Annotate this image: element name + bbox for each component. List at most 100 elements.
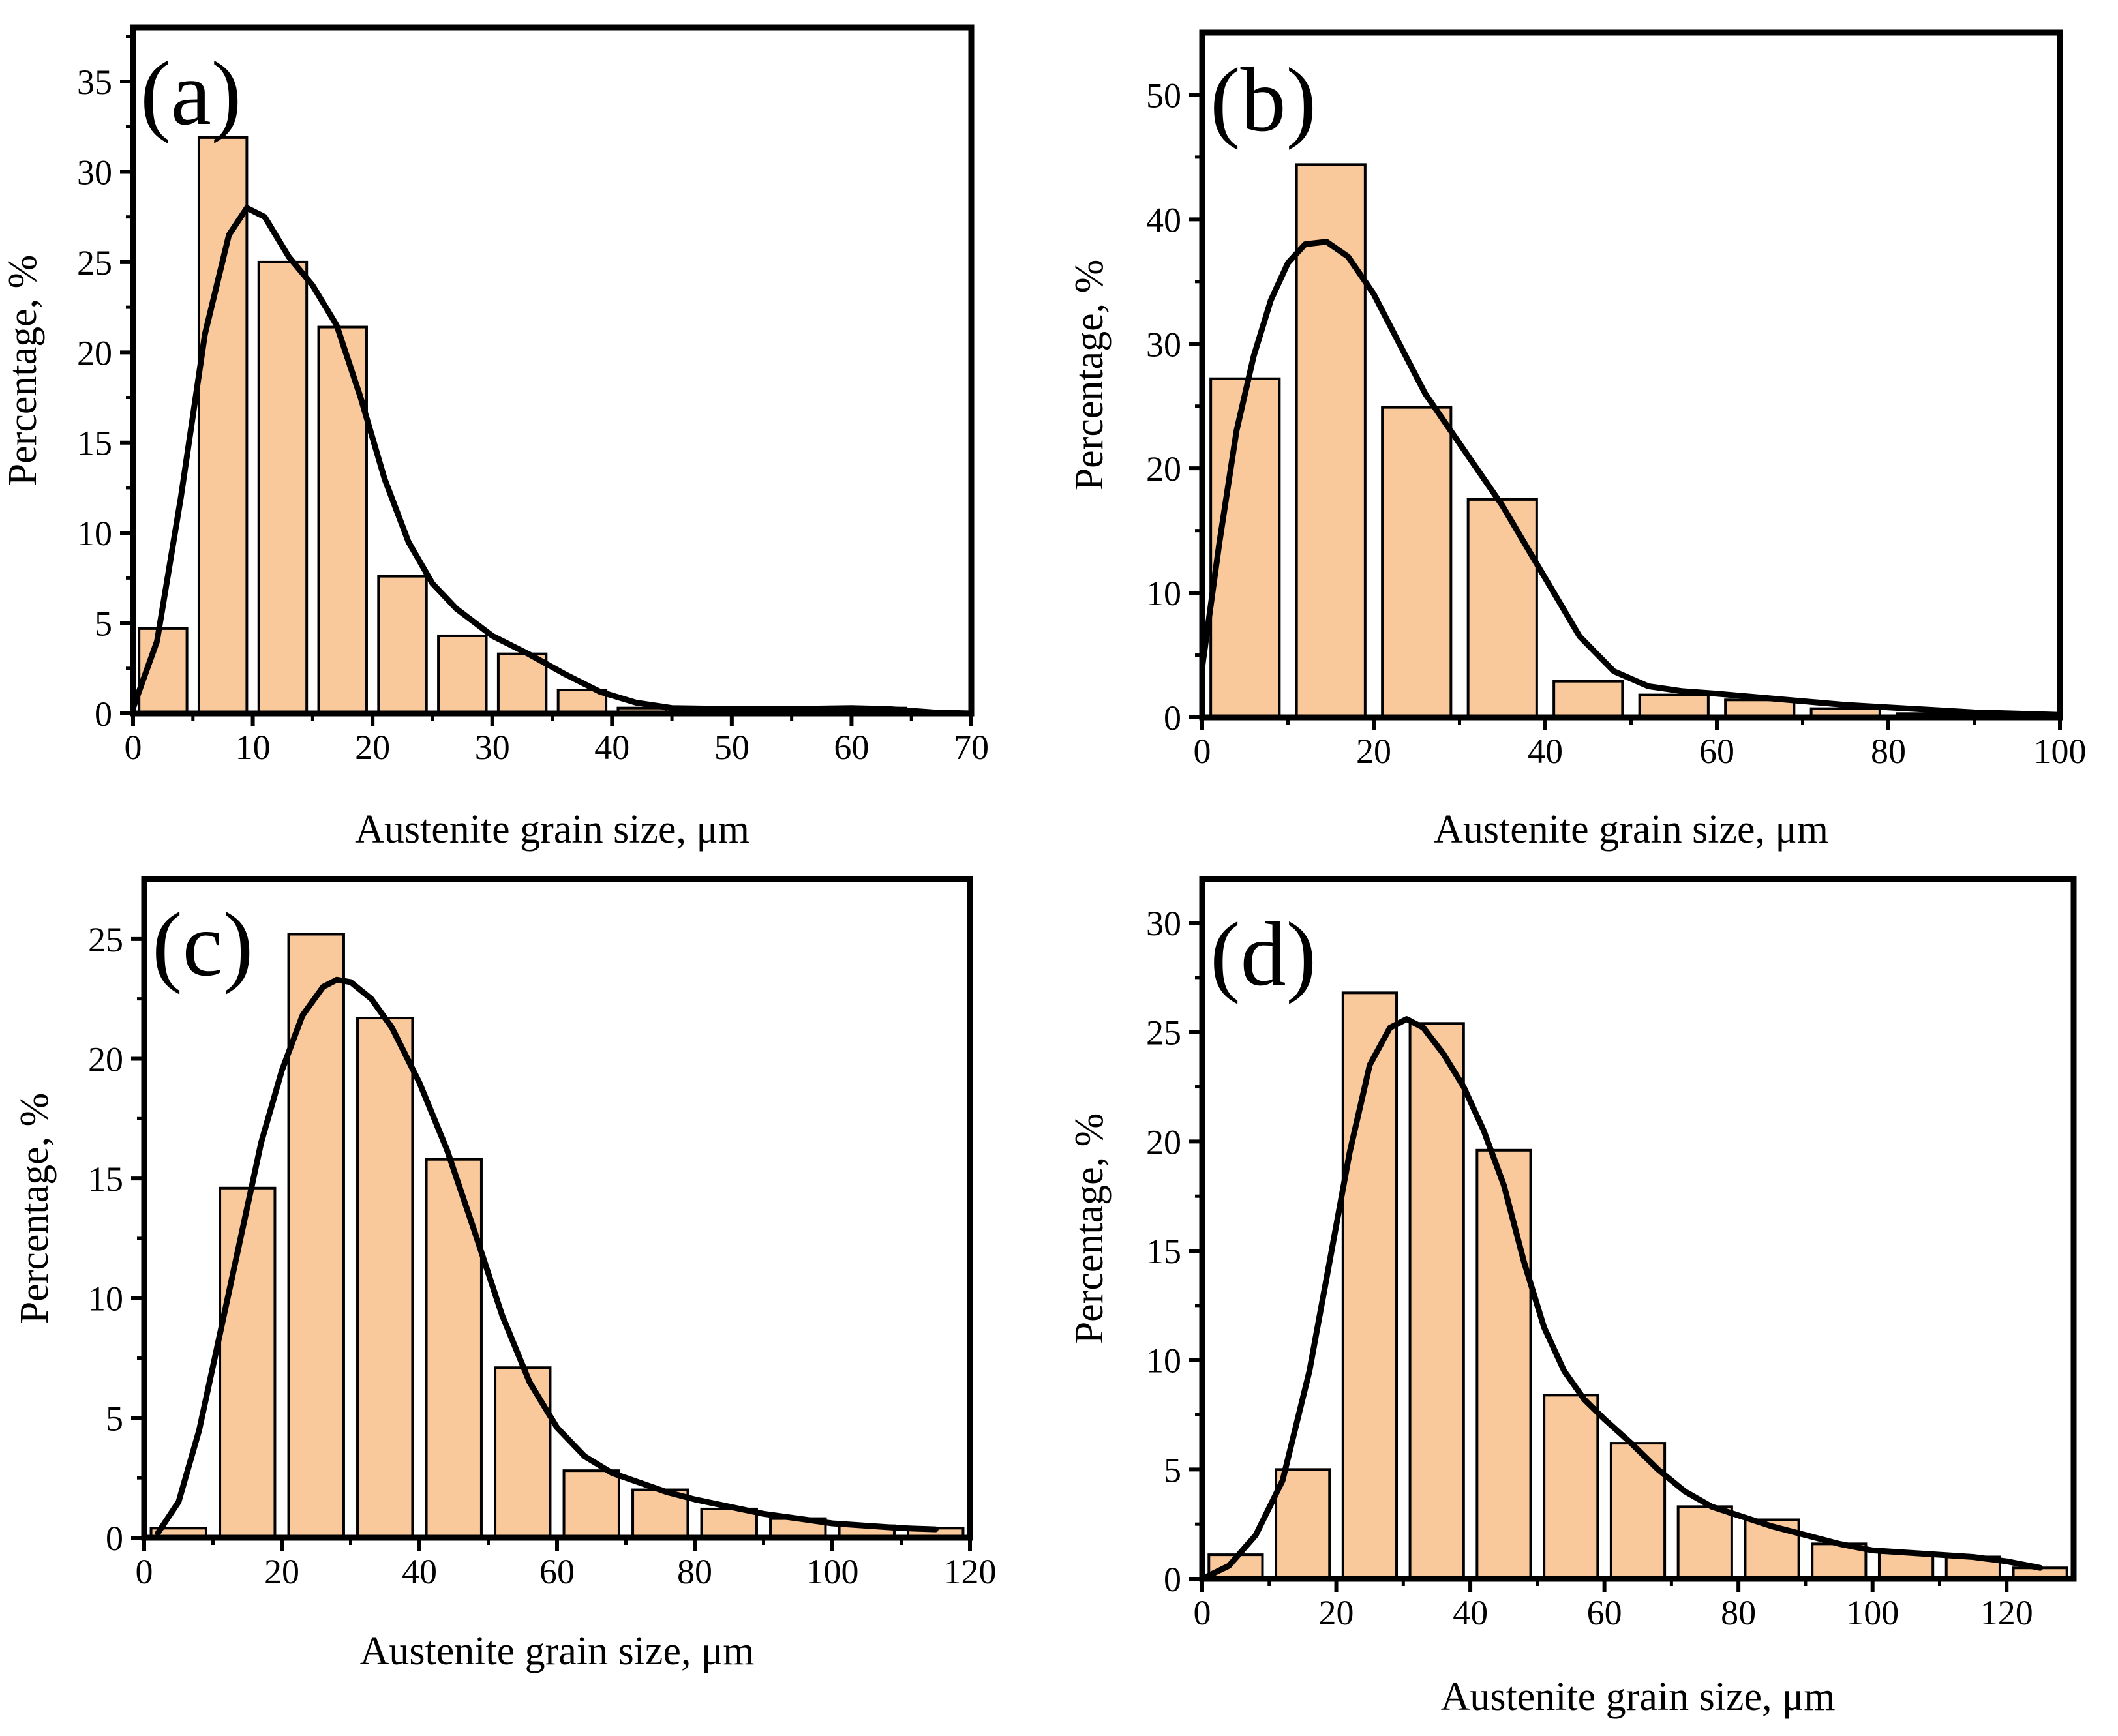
y-tick-label: 10 <box>1146 1341 1181 1381</box>
x-tick-label: 0 <box>1194 732 1211 771</box>
y-tick-label: 30 <box>77 153 112 192</box>
y-tick-label: 0 <box>95 695 112 734</box>
x-tick-label: 120 <box>944 1552 997 1591</box>
histogram-bar <box>1381 406 1453 719</box>
x-tick-label: 20 <box>264 1552 299 1591</box>
panel-label: (d) <box>1210 904 1316 1005</box>
y-tick-label: 10 <box>77 514 112 553</box>
x-tick-label: 40 <box>1528 732 1563 771</box>
y-tick-label: 15 <box>1146 1232 1181 1271</box>
histogram-bar <box>1552 680 1624 719</box>
x-tick-label: 60 <box>1699 732 1734 771</box>
x-tick-label: 70 <box>954 728 989 767</box>
y-tick-label: 0 <box>106 1519 123 1558</box>
y-tick-label: 5 <box>95 605 112 644</box>
histogram-bar <box>1944 1555 2001 1580</box>
histogram-bar <box>1609 1442 1667 1580</box>
histogram-bar <box>257 260 309 715</box>
chart-panel-c: 0 20 40 60 80 100 120 0 5 10 15 20 25 Austenite grain… <box>12 876 997 1673</box>
y-tick-label: 25 <box>1146 1013 1181 1053</box>
histogram-bar <box>496 652 548 715</box>
histogram-bar <box>1676 1505 1733 1581</box>
x-axis-label: Austenite grain size, μm <box>1441 1675 1836 1719</box>
histogram-bar <box>494 1366 552 1539</box>
x-tick-label: 10 <box>235 728 271 767</box>
x-tick-label: 80 <box>1871 732 1906 771</box>
x-tick-label: 30 <box>475 728 510 767</box>
x-tick-label: 20 <box>1319 1593 1354 1632</box>
x-tick-label: 40 <box>402 1552 437 1591</box>
x-tick-label: 0 <box>125 728 142 767</box>
y-axis-label: Percentage, % <box>1067 1113 1112 1345</box>
x-tick-label: 50 <box>714 728 749 767</box>
x-tick-label: 120 <box>1980 1593 2033 1632</box>
y-tick-label: 20 <box>1146 1122 1181 1161</box>
chart-panel-d: 0 20 40 60 80 100 120 0 5 10 15 20 25 30 Austenite gra… <box>1067 876 2077 1719</box>
panel-label: (c) <box>152 894 253 995</box>
chart-panel-b: 0 20 40 60 80 100 0 10 20 30 40 50 Austenite grain s… <box>1067 29 2087 852</box>
fit-curve <box>1199 1016 2044 1582</box>
histogram-bar <box>425 1158 483 1539</box>
histogram-bar <box>377 575 428 715</box>
y-tick-label: 20 <box>88 1040 123 1079</box>
y-tick-label: 10 <box>1146 574 1181 613</box>
chart-panel-a: 0 10 20 30 40 50 60 70 0 5 10 15 20 25 30 35 Austenite g… <box>1 24 989 852</box>
y-tick-label: 10 <box>88 1280 123 1319</box>
x-tick-label: 40 <box>1453 1593 1488 1632</box>
y-tick-label: 30 <box>1146 904 1181 943</box>
y-tick-label: 0 <box>1164 698 1181 738</box>
x-tick-label: 0 <box>136 1552 153 1591</box>
y-axis-label: Percentage, % <box>1067 260 1112 491</box>
histogram-bar <box>1341 991 1399 1581</box>
y-axis-label: Percentage, % <box>12 1093 57 1324</box>
x-tick-label: 100 <box>806 1552 859 1591</box>
histogram-bar <box>1209 377 1281 719</box>
histogram-bar <box>1408 1022 1465 1580</box>
y-tick-label: 20 <box>77 333 112 372</box>
x-axis-label: Austenite grain size, μm <box>1434 807 1828 852</box>
fit-curve <box>155 976 939 1536</box>
y-tick-label: 15 <box>88 1160 123 1199</box>
x-axis-label: Austenite grain size, μm <box>355 807 749 852</box>
x-tick-label: 100 <box>1846 1593 1899 1632</box>
y-axis-label: Percentage, % <box>1 255 45 486</box>
x-tick-label: 20 <box>355 728 390 767</box>
y-tick-label: 20 <box>1146 449 1181 488</box>
x-axis-label: Austenite grain size, μm <box>360 1629 755 1673</box>
x-tick-label: 40 <box>594 728 629 767</box>
x-tick-label: 60 <box>539 1552 575 1591</box>
x-tick-label: 0 <box>1194 1593 1211 1632</box>
x-tick-label: 60 <box>1587 1593 1622 1632</box>
histogram-bar <box>1543 1394 1599 1580</box>
x-tick-label: 80 <box>677 1552 712 1591</box>
y-tick-label: 0 <box>1164 1560 1181 1599</box>
fit-curve <box>130 205 975 717</box>
y-tick-label: 15 <box>77 424 112 463</box>
x-tick-label: 80 <box>1721 1593 1756 1632</box>
y-tick-label: 35 <box>77 63 112 102</box>
histogram-bar <box>437 634 488 715</box>
histogram-bar <box>356 1017 414 1539</box>
y-tick-label: 40 <box>1146 200 1181 239</box>
histogram-bar <box>219 1186 277 1540</box>
y-tick-label: 50 <box>1146 76 1181 115</box>
y-tick-label: 30 <box>1146 325 1181 364</box>
plot-frame <box>1199 876 2077 1582</box>
y-tick-label: 25 <box>88 920 123 959</box>
panel-label: (b) <box>1210 50 1316 151</box>
histogram-bar <box>1295 163 1367 719</box>
x-tick-label: 20 <box>1356 732 1391 771</box>
histogram-bar <box>562 1469 620 1539</box>
histogram-bar <box>1475 1148 1532 1580</box>
panel-label: (a) <box>140 43 241 144</box>
y-tick-label: 5 <box>106 1399 123 1438</box>
y-tick-label: 25 <box>77 243 112 282</box>
y-tick-label: 5 <box>1164 1450 1181 1489</box>
fit-curve <box>1199 239 2063 718</box>
x-tick-label: 100 <box>2034 732 2087 771</box>
histogram-bar <box>1275 1468 1331 1580</box>
histogram-bar <box>197 136 249 715</box>
x-tick-label: 60 <box>834 728 869 767</box>
histogram-bar <box>1466 498 1538 719</box>
